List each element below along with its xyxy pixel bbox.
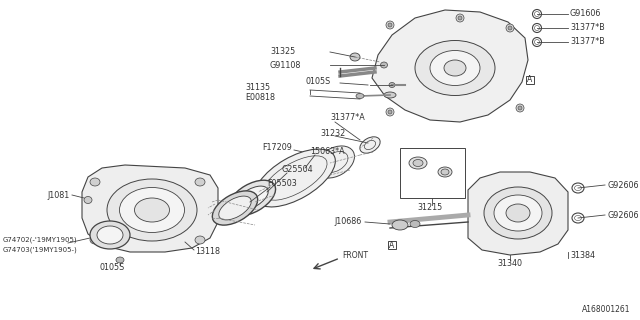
Ellipse shape: [384, 92, 396, 98]
Ellipse shape: [360, 137, 380, 153]
Text: FRONT: FRONT: [342, 252, 368, 260]
Ellipse shape: [381, 62, 387, 68]
Ellipse shape: [506, 24, 514, 32]
Ellipse shape: [228, 180, 276, 216]
Ellipse shape: [255, 149, 335, 207]
Ellipse shape: [90, 221, 130, 249]
Ellipse shape: [97, 226, 123, 244]
Text: G91108: G91108: [270, 60, 301, 69]
Ellipse shape: [389, 83, 395, 87]
Text: F05503: F05503: [267, 180, 297, 188]
Ellipse shape: [415, 41, 495, 95]
Ellipse shape: [356, 93, 364, 99]
Text: G74702(-'19MY1905): G74702(-'19MY1905): [3, 237, 77, 243]
Text: G92606: G92606: [607, 180, 639, 189]
Text: J1081: J1081: [48, 190, 70, 199]
Ellipse shape: [506, 204, 530, 222]
Ellipse shape: [392, 220, 408, 230]
Ellipse shape: [410, 220, 420, 228]
Text: 31135: 31135: [245, 84, 270, 92]
Ellipse shape: [516, 104, 524, 112]
Text: G25504: G25504: [282, 165, 314, 174]
Bar: [400, 148, 465, 198]
Ellipse shape: [212, 191, 258, 225]
Text: 31340: 31340: [497, 259, 522, 268]
Polygon shape: [468, 172, 568, 255]
Text: F17209: F17209: [262, 143, 292, 153]
Polygon shape: [82, 165, 218, 252]
Text: G91606: G91606: [570, 10, 602, 19]
Ellipse shape: [413, 159, 423, 166]
Ellipse shape: [518, 106, 522, 110]
Ellipse shape: [120, 188, 184, 233]
Ellipse shape: [484, 187, 552, 239]
Ellipse shape: [350, 53, 360, 61]
Text: 31232: 31232: [320, 129, 345, 138]
Text: E00818: E00818: [245, 93, 275, 102]
Bar: [388, 241, 396, 249]
Text: 13118: 13118: [195, 247, 220, 257]
Ellipse shape: [438, 167, 452, 177]
Ellipse shape: [195, 178, 205, 186]
Text: A: A: [389, 241, 395, 250]
Bar: [526, 76, 534, 84]
Ellipse shape: [219, 196, 252, 220]
Text: G92606: G92606: [607, 211, 639, 220]
Ellipse shape: [90, 178, 100, 186]
Text: G74703('19MY1905-): G74703('19MY1905-): [3, 247, 77, 253]
Ellipse shape: [409, 157, 427, 169]
Ellipse shape: [388, 23, 392, 27]
Text: 15063*A: 15063*A: [310, 148, 344, 156]
Text: 31325: 31325: [270, 47, 295, 57]
Ellipse shape: [90, 236, 100, 244]
Text: 31384: 31384: [570, 251, 595, 260]
Ellipse shape: [195, 236, 205, 244]
Ellipse shape: [84, 196, 92, 204]
Text: 31215: 31215: [417, 204, 443, 212]
Text: 31377*B: 31377*B: [570, 23, 605, 33]
Ellipse shape: [386, 21, 394, 29]
Ellipse shape: [134, 198, 170, 222]
Ellipse shape: [388, 110, 392, 114]
Text: 31377*B: 31377*B: [570, 37, 605, 46]
Ellipse shape: [116, 257, 124, 263]
Ellipse shape: [430, 51, 480, 85]
Ellipse shape: [444, 60, 466, 76]
Ellipse shape: [508, 26, 512, 30]
Ellipse shape: [458, 16, 462, 20]
Ellipse shape: [441, 169, 449, 175]
Text: 0105S: 0105S: [305, 77, 330, 86]
Text: 0105S: 0105S: [99, 263, 125, 273]
Ellipse shape: [236, 186, 268, 210]
Text: 31377*A: 31377*A: [330, 114, 365, 123]
Text: J10686: J10686: [335, 218, 362, 227]
Ellipse shape: [494, 195, 542, 231]
Ellipse shape: [316, 146, 355, 178]
Text: A168001261: A168001261: [582, 305, 630, 314]
Polygon shape: [372, 10, 528, 122]
Ellipse shape: [386, 108, 394, 116]
Ellipse shape: [456, 14, 464, 22]
Ellipse shape: [107, 179, 197, 241]
Text: A: A: [527, 76, 532, 84]
